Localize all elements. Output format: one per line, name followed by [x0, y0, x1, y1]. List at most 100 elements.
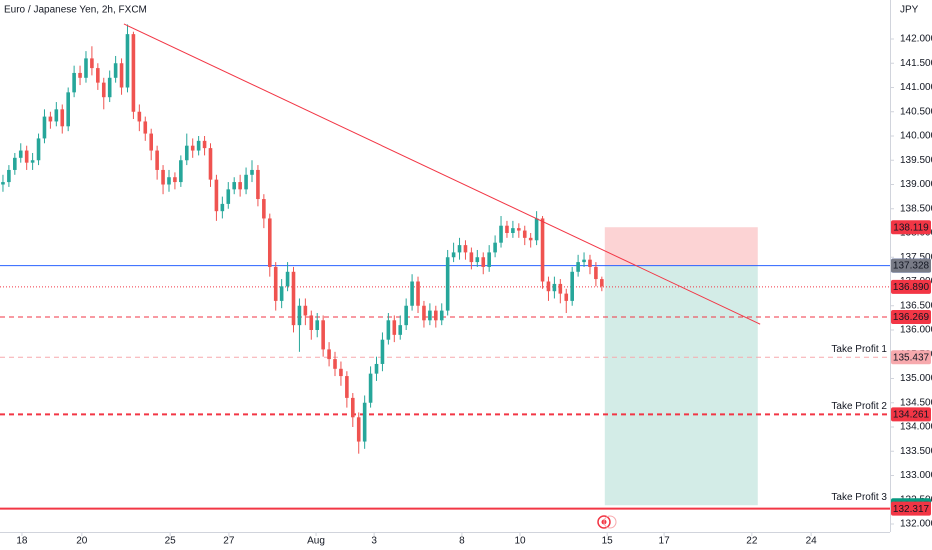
events-icon[interactable]	[597, 515, 617, 529]
candle-body	[48, 116, 53, 122]
price-badge: 134.261	[891, 407, 931, 422]
price-badge: 138.119	[891, 220, 931, 235]
price-badge-label: 136.890	[893, 282, 930, 293]
candle-body	[505, 225, 509, 233]
price-line-note: Take Profit 2	[831, 401, 887, 412]
candle-body	[42, 116, 47, 139]
y-tick-label: 134.000	[900, 422, 932, 433]
chart-title[interactable]: Euro / Japanese Yen, 2h, FXCM	[4, 5, 147, 16]
candle-body	[285, 271, 290, 287]
price-badge-box	[891, 220, 931, 235]
candle-body	[273, 266, 278, 301]
candle-body	[96, 68, 100, 83]
candle-body	[416, 281, 420, 306]
candle-body	[131, 34, 136, 112]
candle-body	[173, 177, 177, 183]
candle-body	[303, 305, 308, 316]
candle-body	[600, 279, 604, 287]
axes: 132.000132.500133.000133.500134.000134.5…	[16, 34, 932, 547]
candle-body	[161, 169, 165, 185]
price-line-note: Take Profit 3	[831, 492, 887, 503]
candle-body	[184, 145, 189, 161]
candle-body	[226, 189, 231, 204]
candle-body	[214, 179, 219, 212]
x-tick-label: 8	[459, 536, 465, 547]
candle-body	[422, 305, 426, 321]
candle-body	[309, 315, 314, 330]
candle-body	[517, 228, 521, 231]
candle-body	[167, 177, 171, 185]
y-tick-label: 132.000	[900, 519, 932, 530]
price-badge-label: 135.437	[893, 352, 930, 363]
candle-body	[262, 199, 266, 219]
candle-body	[179, 160, 183, 183]
candle-body	[125, 34, 130, 88]
candle-body	[499, 225, 503, 243]
y-tick-label: 141.000	[900, 82, 932, 93]
candle-body	[457, 245, 462, 253]
candle-body	[552, 283, 557, 292]
price-badge-box	[891, 407, 931, 422]
candle-body	[267, 218, 272, 267]
price-badge-box	[891, 309, 931, 324]
candle-body	[1, 182, 5, 185]
candle-body	[540, 218, 545, 282]
candle-body	[107, 77, 112, 98]
candle-body	[143, 121, 148, 134]
candle-body	[398, 325, 403, 335]
price-badge-box	[891, 279, 931, 294]
candle-body	[570, 271, 574, 301]
price-badge-label: 134.261	[893, 409, 930, 420]
trendline	[123, 23, 761, 325]
candle-body	[18, 150, 23, 158]
candle-body	[368, 373, 373, 403]
candle-body	[208, 148, 213, 180]
candle-body	[588, 259, 592, 267]
y-tick-label: 133.500	[900, 446, 932, 457]
y-tick-label: 134.500	[900, 397, 932, 408]
candle-body	[410, 281, 414, 306]
candle-body	[345, 376, 349, 398]
y-tick-label: 136.000	[900, 325, 932, 336]
candle-body	[522, 230, 527, 238]
x-tick-label: 10	[514, 536, 526, 547]
candle-body	[60, 109, 65, 127]
candle-body	[511, 228, 515, 233]
x-tick-label: 25	[165, 536, 177, 547]
candle-body	[66, 92, 70, 127]
candle-body	[113, 63, 118, 78]
plot: Take Profit 1 Take Profit 2 Take Profit 3	[0, 23, 890, 510]
target-zone	[604, 265, 758, 506]
candle-body	[594, 266, 598, 280]
y-tick-label: 139.000	[900, 179, 932, 190]
event-icon-ring	[597, 515, 611, 529]
price-badge: 136.890	[891, 279, 931, 294]
candle-body	[24, 150, 29, 163]
candle-body	[315, 320, 320, 330]
x-tick-label: 15	[602, 536, 614, 547]
candle-body	[404, 305, 408, 326]
price-badge-label: 136.269	[893, 312, 930, 323]
candle-body	[339, 368, 343, 377]
candle-body	[250, 169, 254, 175]
y-tick-label: 140.000	[900, 131, 932, 142]
price-badge: 132.317	[891, 501, 931, 516]
x-tick-label: 27	[223, 536, 235, 547]
candle-body	[534, 218, 539, 241]
candle-body	[546, 281, 551, 292]
candle-body	[119, 63, 124, 88]
candle-body	[362, 402, 367, 442]
candle-body	[528, 237, 533, 241]
candle-body	[564, 293, 569, 301]
candle-body	[78, 72, 82, 78]
y-tick-label: 135.000	[900, 373, 932, 384]
x-tick-label: 17	[659, 536, 671, 547]
price-badge-box	[891, 258, 931, 273]
candle-body	[434, 310, 438, 321]
candle-body	[256, 169, 260, 200]
y-tick-label: 139.500	[900, 155, 932, 166]
y-tick-label: 137.500	[900, 252, 932, 263]
stop-zone	[604, 227, 758, 266]
